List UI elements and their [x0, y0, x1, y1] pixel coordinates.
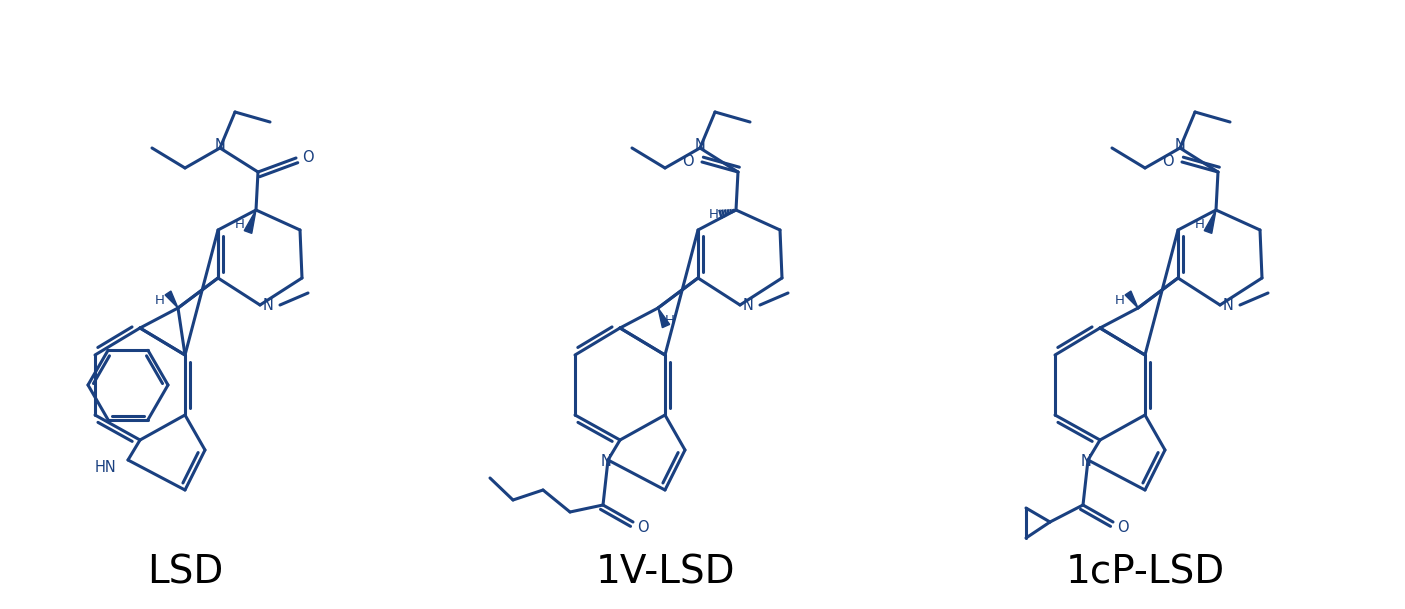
- Text: O: O: [638, 519, 649, 535]
- Text: N: N: [694, 138, 705, 153]
- Text: H: H: [1116, 294, 1125, 306]
- Text: N: N: [263, 298, 274, 312]
- Text: O: O: [683, 155, 694, 169]
- Text: N: N: [215, 138, 225, 153]
- Text: H: H: [235, 217, 244, 230]
- Polygon shape: [244, 210, 256, 233]
- Text: O: O: [1162, 155, 1173, 169]
- Polygon shape: [1125, 291, 1138, 308]
- Text: N: N: [743, 298, 753, 312]
- Text: H: H: [155, 294, 164, 306]
- Text: H: H: [1196, 217, 1205, 230]
- Text: N: N: [1175, 138, 1186, 153]
- Text: N: N: [600, 454, 611, 470]
- Text: O: O: [1117, 519, 1128, 535]
- Text: N: N: [1222, 298, 1234, 312]
- Text: 1V-LSD: 1V-LSD: [596, 553, 735, 591]
- Text: H: H: [710, 208, 719, 222]
- Text: HN: HN: [96, 460, 117, 476]
- Text: H: H: [665, 314, 674, 326]
- Text: 1cP-LSD: 1cP-LSD: [1065, 553, 1225, 591]
- Polygon shape: [1204, 210, 1215, 233]
- Polygon shape: [658, 308, 670, 328]
- Text: O: O: [302, 150, 313, 166]
- Text: N: N: [1080, 454, 1092, 470]
- Polygon shape: [166, 291, 178, 308]
- Text: LSD: LSD: [148, 553, 223, 591]
